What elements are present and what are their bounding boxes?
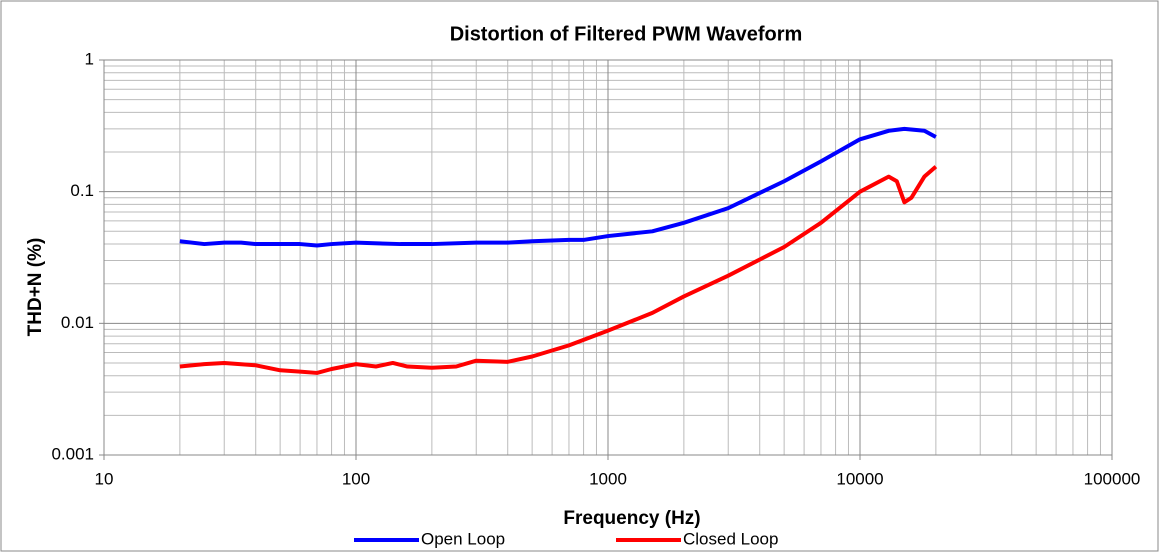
legend-label: Open Loop	[421, 529, 505, 548]
x-tick-label: 1000	[589, 469, 627, 488]
chart-title: Distortion of Filtered PWM Waveform	[450, 23, 803, 45]
x-axis-title: Frequency (Hz)	[563, 508, 700, 529]
x-tick-label: 100	[342, 469, 370, 488]
y-tick-label: 1	[85, 49, 94, 68]
y-axis-title: THD+N (%)	[25, 238, 46, 337]
series-line	[179, 165, 938, 375]
x-tick-label: 10000	[836, 469, 883, 488]
y-tick-label: 0.01	[61, 313, 94, 332]
x-tick-label: 100000	[1084, 469, 1141, 488]
legend-label: Closed Loop	[683, 529, 778, 548]
y-tick-label: 0.1	[70, 181, 94, 200]
y-tick-label: 0.001	[51, 444, 94, 463]
series-line	[179, 126, 937, 248]
x-tick-label: 10	[95, 469, 114, 488]
plot-area	[103, 59, 1113, 456]
